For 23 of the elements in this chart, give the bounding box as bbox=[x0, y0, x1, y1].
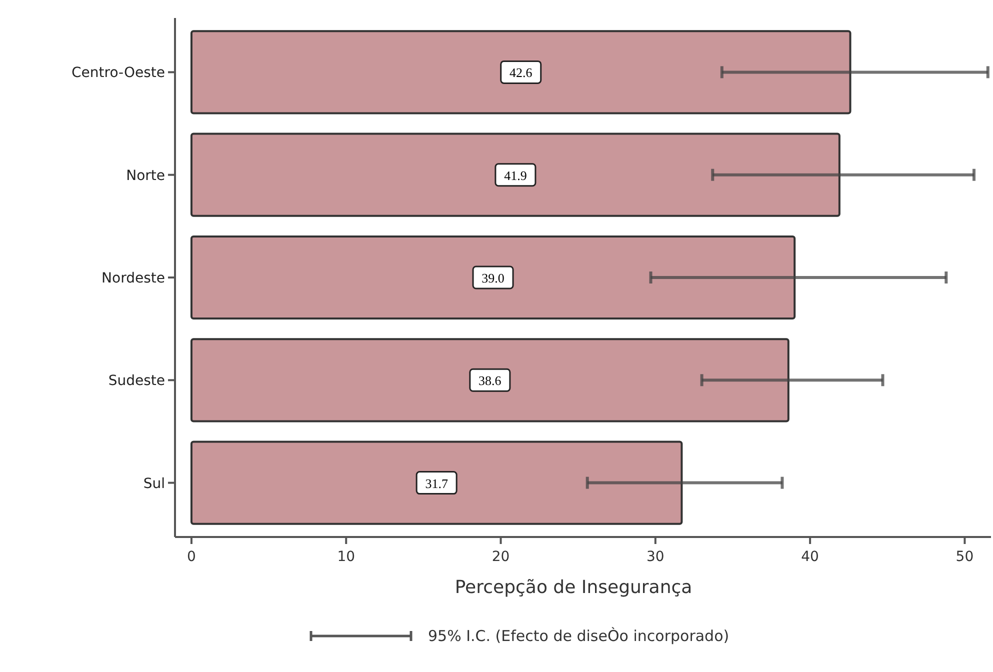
bar bbox=[190, 132, 840, 217]
x-tick-label: 30 bbox=[646, 549, 664, 565]
y-tick-label: Sudeste bbox=[108, 373, 165, 390]
data-label: 42.6 bbox=[509, 65, 533, 80]
data-label: 31.7 bbox=[425, 476, 448, 491]
x-tick-label: 10 bbox=[337, 549, 356, 565]
bar bbox=[190, 440, 683, 525]
y-tick-label: Sul bbox=[143, 476, 165, 492]
x-tick-label: 20 bbox=[492, 549, 510, 565]
x-tick-label: 0 bbox=[187, 549, 196, 565]
bar bbox=[190, 338, 790, 422]
y-tick-label: Centro-Oeste bbox=[72, 65, 165, 82]
x-tick-label: 40 bbox=[801, 549, 819, 565]
bar bbox=[190, 30, 852, 114]
x-axis-title: Percepção de Insegurança bbox=[454, 577, 692, 598]
x-tick-label: 50 bbox=[956, 549, 974, 565]
data-label: 38.6 bbox=[478, 373, 502, 388]
y-tick-label: Nordeste bbox=[102, 270, 165, 286]
data-label: 41.9 bbox=[504, 168, 527, 183]
bar bbox=[190, 235, 796, 320]
data-label: 39.0 bbox=[482, 270, 504, 286]
y-tick-label: Norte bbox=[126, 168, 165, 184]
text: 95% I.C. (Efecto de diseÒo incorporado) bbox=[428, 627, 730, 645]
